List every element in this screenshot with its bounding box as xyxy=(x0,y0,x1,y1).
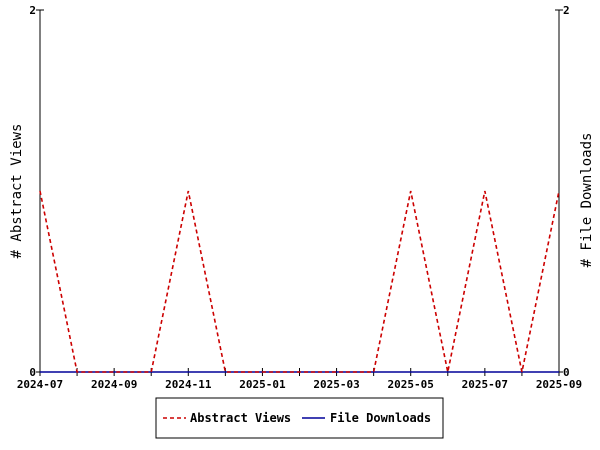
x-tick-label: 2025-01 xyxy=(239,378,286,391)
x-tick-label: 2025-09 xyxy=(536,378,582,391)
y2-tick-label: 2 xyxy=(563,4,570,17)
x-tick-label: 2024-11 xyxy=(165,378,212,391)
x-tick-label: 2025-07 xyxy=(462,378,508,391)
y-tick-label: 2 xyxy=(29,4,36,17)
x-tick-label: 2024-07 xyxy=(17,378,63,391)
legend-label-abstract-views: Abstract Views xyxy=(190,411,291,425)
series-layer xyxy=(39,190,560,373)
y-axis-title: # Abstract Views xyxy=(9,124,25,259)
legend-label-file-downloads: File Downloads xyxy=(330,411,431,425)
x-tick-label: 2025-03 xyxy=(313,378,359,391)
x-tick-label: 2024-09 xyxy=(91,378,137,391)
y2-axis-title: # File Downloads xyxy=(579,133,595,268)
legend: Abstract Views File Downloads xyxy=(155,397,444,439)
y2-tick-label: 0 xyxy=(563,366,570,379)
x-axis-ticks: 2024-07 2024-09 2024-11 2025-01 2025-03 2025-… xyxy=(17,368,582,391)
legend-box xyxy=(155,397,444,439)
y-tick-label: 0 xyxy=(29,366,36,379)
series-line-abstract-views xyxy=(39,190,560,373)
x-tick-label: 2025-05 xyxy=(388,378,434,391)
